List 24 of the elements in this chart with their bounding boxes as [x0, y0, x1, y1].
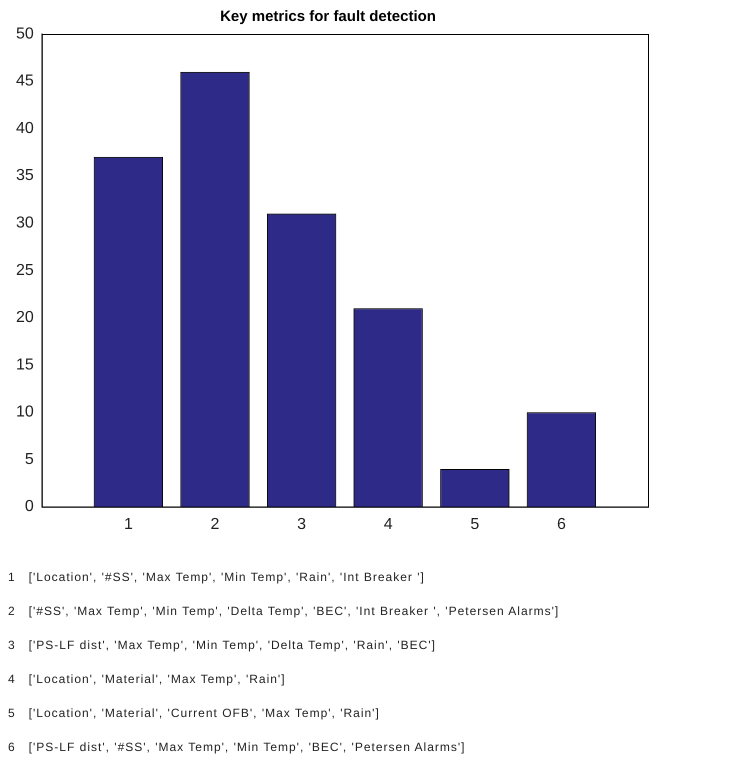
text: 5 ['Location', 'Material', 'Current OFB', 'Max Temp', 'Rain']: [8, 706, 381, 722]
y-tick-label: 45: [16, 72, 34, 90]
y-tick-label: 0: [24, 498, 34, 516]
text: 2 ['#SS', 'Max Temp', 'Min Temp', 'Delta Temp', 'BEC', 'Int Breaker ', 'Petersen Alarms']: [8, 604, 560, 620]
y-tick-label: 50: [16, 25, 34, 42]
y-tick-label: 10: [16, 404, 34, 421]
x-tick-label: 1: [124, 516, 133, 533]
text: 3 ['PS-LF dist', 'Max Temp', 'Min Temp', 'Delta Temp', 'Rain', 'BEC']: [8, 638, 437, 654]
y-tick-label: 20: [16, 309, 34, 326]
x-tick-label: 5: [470, 516, 480, 533]
x-tick-label: 3: [297, 516, 306, 533]
chart-title: Key metrics for fault detection: [220, 8, 436, 26]
y-tick-label: 30: [16, 214, 34, 232]
x-tick-label: 6: [556, 516, 566, 533]
text: 6 ['PS-LF dist', '#SS', 'Max Temp', 'Min Temp', 'BEC', 'Petersen Alarms']: [8, 740, 467, 756]
x-tick-label: 2: [210, 516, 220, 533]
y-tick-label: 15: [16, 356, 34, 374]
y-tick-label: 40: [16, 120, 34, 137]
text: 1 ['Location', '#SS', 'Max Temp', 'Min Temp', 'Rain', 'Int Breaker ']: [8, 570, 426, 586]
y-tick-label: 25: [16, 262, 34, 279]
x-tick-label: 4: [384, 516, 393, 533]
y-tick-label: 5: [24, 450, 34, 468]
text: 4 ['Location', 'Material', 'Max Temp', 'Rain']: [8, 672, 287, 688]
y-tick-label: 35: [16, 167, 34, 184]
